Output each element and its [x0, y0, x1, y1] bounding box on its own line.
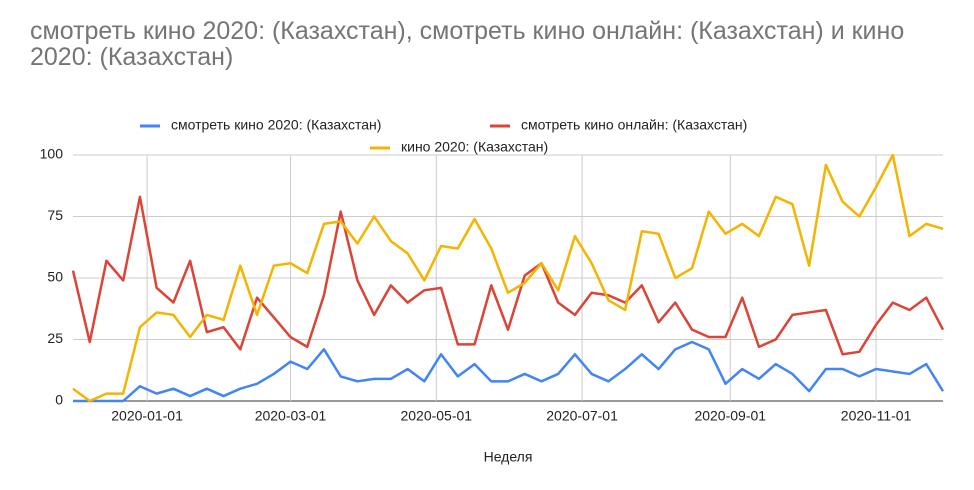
legend-label: смотреть кино 2020: (Казахстан): [171, 117, 381, 133]
x-tick-label: 2020-11-01: [841, 408, 912, 424]
legend-label: смотреть кино онлайн: (Казахстан): [521, 117, 747, 133]
x-tick-label: 2020-03-01: [255, 408, 327, 424]
y-tick-label: 0: [55, 392, 63, 408]
line: [73, 340, 945, 403]
line: [71, 195, 945, 356]
x-tick-label: 2020-01-01: [111, 408, 183, 424]
y-tick-label: 25: [47, 330, 63, 346]
x-tick-label: 2020-09-01: [694, 408, 766, 424]
x-tick-label: 2020-07-01: [546, 408, 618, 424]
y-tick-label: 50: [47, 269, 63, 285]
x-axis-label: Неделя: [484, 449, 533, 465]
chart-title: смотреть кино 2020: (Казахстан), смотрет…: [30, 17, 905, 71]
legend-label: кино 2020: (Казахстан): [401, 139, 548, 155]
y-tick-label: 100: [40, 146, 64, 162]
line: [72, 153, 944, 403]
y-tick-label: 75: [47, 207, 63, 223]
x-tick-label: 2020-05-01: [400, 408, 472, 424]
